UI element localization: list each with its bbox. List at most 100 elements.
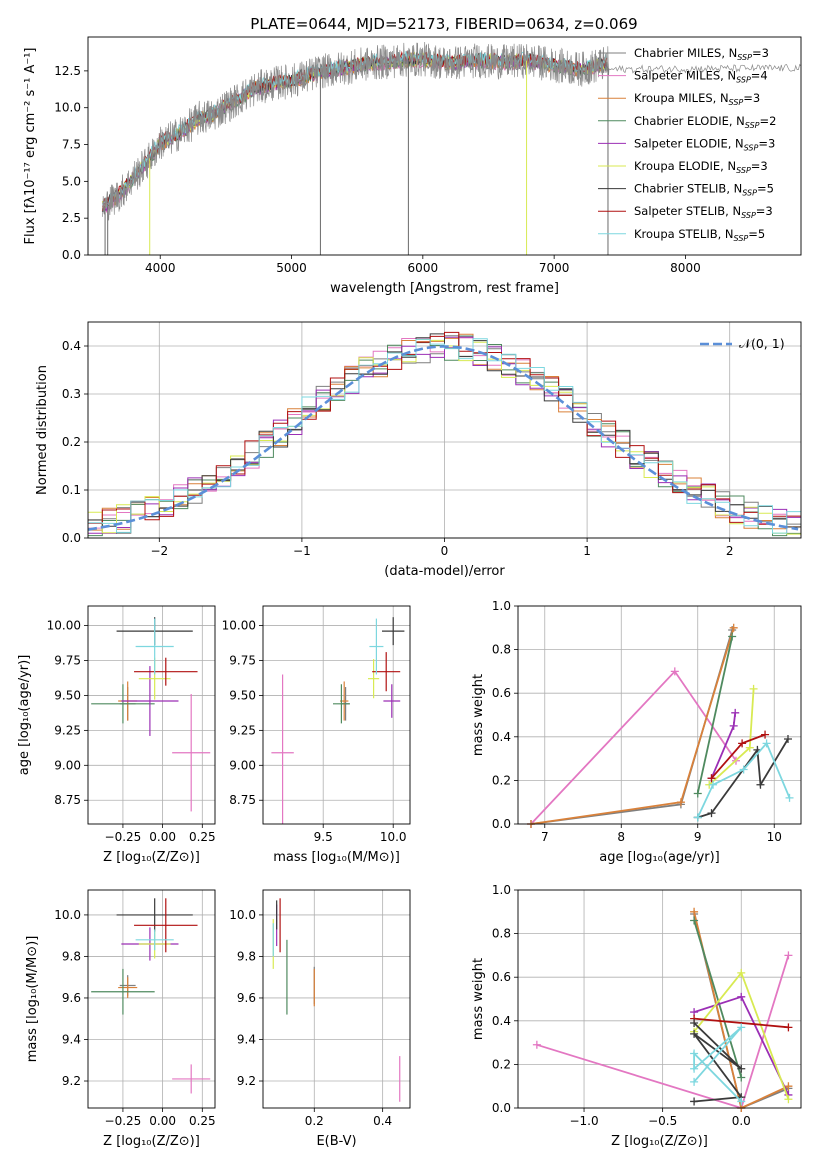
xtick-label: −0.25 <box>105 830 142 844</box>
ytick-label: 7.5 <box>62 138 81 152</box>
series-point <box>784 1082 793 1091</box>
series-point <box>784 951 793 960</box>
series-point <box>690 916 699 925</box>
y-axis-label: mass [log₁₀(M/M⊙)] <box>25 936 40 1063</box>
ytick-label: 0.2 <box>62 435 81 449</box>
ytick-label: 1.0 <box>492 883 511 897</box>
panel-mass_vs_Z: −0.25 0.00 0.25 9.2 9.4 9.6 9.8 10.0 Z [log₁₀(Z/… <box>25 889 216 1149</box>
errorbar-salpeter-stelib <box>134 898 198 953</box>
ytick-label: 0.3 <box>62 387 81 401</box>
ytick-label: 10.0 <box>54 101 81 115</box>
axes-frame <box>87 889 216 1109</box>
series-chabrier-elodie <box>693 920 743 1078</box>
y-axis-label: mass weight <box>471 674 486 756</box>
ytick-label: 0.2 <box>492 1057 511 1071</box>
x-axis-label: Z [log₁₀(Z/Z⊙)] <box>103 1134 200 1149</box>
series-point <box>731 708 740 717</box>
series-point <box>737 992 746 1001</box>
xtick-label: 10.0 <box>380 830 407 844</box>
series-point <box>737 968 746 977</box>
ytick-label: 0.8 <box>492 643 511 657</box>
errorbar-chabrier-elodie <box>91 684 155 724</box>
xtick-label: 0 <box>441 544 449 558</box>
ytick-label: 10.0 <box>229 908 256 922</box>
series-salpeter-stelib <box>694 1017 789 1029</box>
axes-frame <box>262 889 411 1109</box>
xtick-label: 0.2 <box>305 1114 324 1128</box>
ytick-label: 9.8 <box>62 949 81 963</box>
ytick-label: 0.8 <box>492 927 511 941</box>
ytick-label: 0.6 <box>492 686 511 700</box>
xtick-label: 0.25 <box>189 1114 216 1128</box>
y-axis-label: mass weight <box>471 958 486 1040</box>
legend-label: Kroupa ELODIE, NSSP=3 <box>634 159 768 175</box>
series-point <box>729 721 738 730</box>
legend-label: Salpeter ELODIE, NSSP=3 <box>634 136 775 152</box>
series-point <box>785 793 794 802</box>
series-point <box>690 1097 699 1106</box>
ytick-label: 9.4 <box>237 1032 256 1046</box>
series-point <box>709 780 718 789</box>
axes-frame <box>262 605 411 825</box>
legend-label: Chabrier STELIB, NSSP=5 <box>634 182 774 198</box>
xtick-label: 9 <box>694 830 702 844</box>
series-point <box>690 1077 699 1086</box>
series-point <box>670 667 679 676</box>
ytick-label: 9.8 <box>237 949 256 963</box>
y-axis-label: Flux [fλ10⁻¹⁷ erg cm⁻² s⁻¹ A⁻¹] <box>23 48 38 245</box>
errorbars <box>91 617 211 812</box>
xtick-label: −1 <box>293 544 311 558</box>
ytick-label: 0.1 <box>62 483 81 497</box>
series-point <box>728 632 737 641</box>
x-axis-label: E(B-V) <box>316 1134 356 1149</box>
series-point <box>690 1018 699 1027</box>
ytick-label: 9.4 <box>62 1032 81 1046</box>
ytick-label: 9.2 <box>62 1074 81 1088</box>
axes-frame <box>87 36 802 256</box>
data-spectrum-tail <box>606 63 801 74</box>
series-point <box>738 739 747 748</box>
series-point <box>693 789 702 798</box>
series-kroupa-miles <box>530 627 735 825</box>
ytick-label: 9.50 <box>54 688 81 702</box>
weight-series <box>527 623 794 828</box>
ytick-label: 0.4 <box>492 730 511 744</box>
errorbar-salpeter-miles <box>172 1064 211 1094</box>
histograms <box>88 331 801 537</box>
xtick-label: 6000 <box>408 261 439 275</box>
series-point <box>737 1023 746 1032</box>
xtick-label: 7 <box>541 830 549 844</box>
y-axis-label: age [log₁₀(age/yr)] <box>17 655 32 776</box>
ytick-label: 9.25 <box>54 723 81 737</box>
ytick-label: 0.4 <box>492 1014 511 1028</box>
ytick-label: 0.0 <box>62 531 81 545</box>
series-salpeter-elodie <box>710 712 737 779</box>
errorbars <box>271 617 405 824</box>
y-axis-label: Normed distribution <box>35 365 50 495</box>
axes-frame <box>517 605 802 825</box>
ytick-label: 0.0 <box>492 817 511 831</box>
errorbar-chabrier-elodie <box>333 684 350 724</box>
series-point <box>737 1097 746 1106</box>
errorbar-kroupa-stelib <box>135 929 174 951</box>
errorbar-salpeter-elodie <box>383 684 401 718</box>
errorbars <box>91 898 211 1094</box>
ytick-label: 9.2 <box>237 1074 256 1088</box>
xtick-label: 1 <box>583 544 591 558</box>
errorbar-salpeter-miles <box>172 694 211 812</box>
panel-age_vs_Z: −0.25 0.00 0.25 8.75 9.00 9.25 9.50 9.75 10.00 Z … <box>17 605 216 865</box>
ytick-label: 0.6 <box>492 970 511 984</box>
legend-label: Salpeter STELIB, NSSP=3 <box>634 204 773 220</box>
errorbar-salpeter-stelib <box>134 657 198 686</box>
series-point <box>737 1064 746 1073</box>
series-point <box>532 1040 541 1049</box>
ytick-label: 10.00 <box>222 619 256 633</box>
xtick-label: 5000 <box>276 261 307 275</box>
xtick-label: 0.00 <box>149 1114 176 1128</box>
xtick-label: 4000 <box>145 261 176 275</box>
ytick-label: 9.6 <box>237 991 256 1005</box>
spectrum-legend: Chabrier MILES, NSSP=3 Salpeter MILES, NS… <box>598 46 776 243</box>
series-point <box>707 809 716 818</box>
xtick-label: 0.25 <box>189 830 216 844</box>
